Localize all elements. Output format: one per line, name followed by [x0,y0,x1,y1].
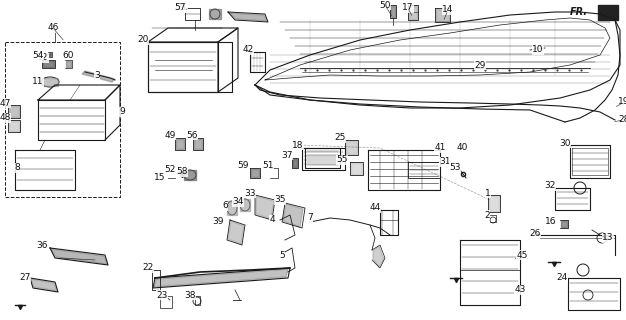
Text: 60: 60 [62,51,74,60]
Text: 32: 32 [545,181,556,190]
Polygon shape [42,78,58,86]
Text: 47: 47 [0,99,11,108]
Text: 16: 16 [545,218,557,227]
Text: 19: 19 [618,98,626,107]
Polygon shape [9,106,19,117]
Text: 27: 27 [19,274,31,283]
Polygon shape [82,71,115,82]
Text: 3: 3 [94,71,100,81]
Text: 26: 26 [530,228,541,237]
Text: 44: 44 [369,204,381,212]
Polygon shape [229,13,267,21]
Text: 36: 36 [36,241,48,250]
Text: 56: 56 [187,131,198,140]
Bar [5,42,120,197]
Text: 11: 11 [33,77,44,86]
Polygon shape [43,61,54,67]
Text: 1: 1 [485,188,491,197]
Polygon shape [293,159,297,167]
Text: 20: 20 [137,36,149,44]
Text: 7: 7 [307,213,313,222]
Text: 53: 53 [449,164,461,172]
Text: 2: 2 [484,211,490,220]
Text: 55: 55 [336,156,348,164]
Polygon shape [391,6,395,17]
Text: 8: 8 [14,164,20,172]
Text: 29: 29 [475,60,486,69]
Text: 35: 35 [274,196,285,204]
Text: 34: 34 [232,197,244,206]
Text: 25: 25 [334,133,346,142]
Text: 50: 50 [379,1,391,10]
Text: 31: 31 [439,157,451,166]
Text: FR.: FR. [570,7,588,17]
Text: 39: 39 [212,218,223,227]
Text: 57: 57 [174,4,186,12]
Text: 33: 33 [244,188,256,197]
Text: 28: 28 [618,116,626,124]
Text: 13: 13 [602,234,613,243]
Polygon shape [194,139,202,149]
Text: 6: 6 [222,202,228,211]
Text: 37: 37 [281,150,293,159]
Text: 4: 4 [269,215,275,225]
Text: 10: 10 [532,45,544,54]
Polygon shape [66,61,71,67]
Text: 30: 30 [559,139,571,148]
Polygon shape [240,199,250,211]
Text: 22: 22 [142,263,153,273]
Polygon shape [351,163,362,174]
Polygon shape [598,5,618,20]
Text: 9: 9 [119,108,125,116]
Polygon shape [31,279,57,291]
Polygon shape [209,9,221,19]
Polygon shape [9,121,19,131]
Text: 58: 58 [177,167,188,177]
Text: 43: 43 [515,285,526,294]
Polygon shape [436,9,449,21]
Polygon shape [256,196,274,219]
Polygon shape [489,196,499,211]
Polygon shape [154,269,288,287]
Text: 23: 23 [156,291,168,300]
Text: 45: 45 [516,251,528,260]
Text: 41: 41 [434,143,446,153]
Text: 18: 18 [292,140,304,149]
Text: 5: 5 [279,251,285,260]
Text: 21: 21 [177,4,188,12]
Polygon shape [283,204,303,227]
Text: 15: 15 [154,173,166,182]
Polygon shape [51,249,107,264]
Text: 48: 48 [0,114,11,123]
Polygon shape [409,6,417,19]
Polygon shape [176,139,184,149]
Text: 12: 12 [38,53,49,62]
Text: 24: 24 [557,274,568,283]
Polygon shape [251,169,259,177]
Text: 14: 14 [443,5,454,14]
Text: 40: 40 [456,143,468,153]
Text: 17: 17 [403,4,414,12]
Polygon shape [373,246,384,267]
Text: 42: 42 [242,45,254,54]
Polygon shape [228,221,244,244]
Text: 51: 51 [262,161,274,170]
Text: 49: 49 [164,131,176,140]
Polygon shape [49,53,51,56]
Polygon shape [346,141,357,154]
Text: 38: 38 [184,291,196,300]
Polygon shape [561,221,567,227]
Text: 59: 59 [237,161,249,170]
Text: 54: 54 [33,51,44,60]
Text: 46: 46 [48,23,59,33]
Text: 52: 52 [164,165,176,174]
Polygon shape [227,201,237,215]
